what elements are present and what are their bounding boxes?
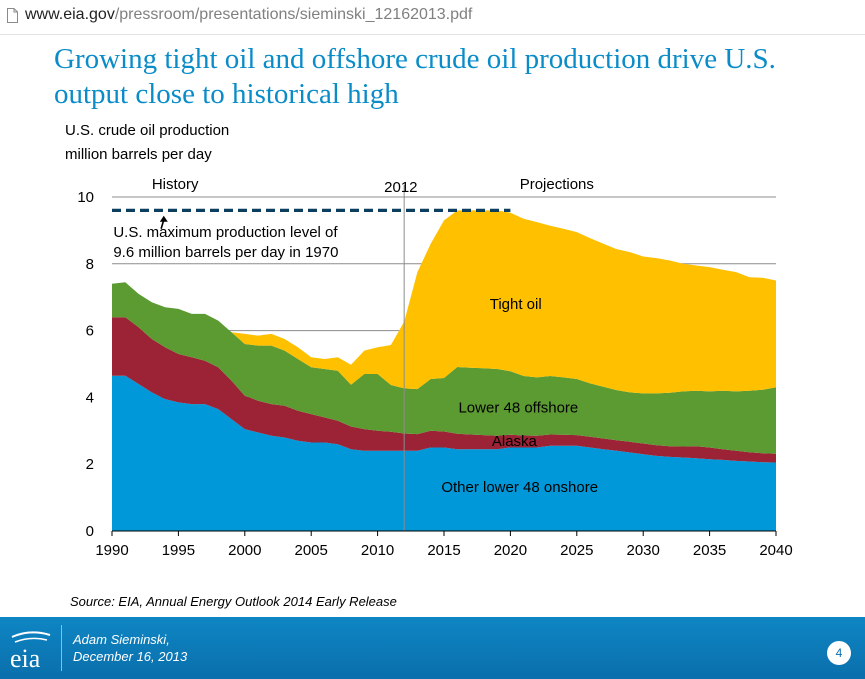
max-level-arrowhead	[159, 215, 168, 222]
area-layers	[112, 210, 776, 531]
series-label-other-lower-48-onshore: Other lower 48 onshore	[441, 479, 598, 496]
x-tick-label-2040: 2040	[759, 542, 792, 559]
series-label-alaska: Alaska	[492, 433, 538, 450]
x-tick-label-2015: 2015	[427, 542, 460, 559]
address-bar[interactable]: www.eia.gov/pressroom/presentations/siem…	[0, 0, 865, 35]
slide-footer: eia Adam Sieminski, December 16, 2013 4	[0, 617, 865, 679]
history-label: History	[152, 176, 199, 193]
divider-label: 2012	[384, 179, 417, 196]
logo-text: eia	[10, 644, 41, 671]
x-tick-label-2020: 2020	[494, 542, 527, 559]
x-tick-label-2010: 2010	[361, 542, 394, 559]
y-axis-title-line1: U.S. crude oil production	[65, 122, 230, 139]
axes: 0 2 4 6 8 10 1990 1995 2000 2005 2010 2015 2020 2025 2…	[77, 189, 792, 559]
chart-overlay: History 2012 Projections U.S. maximum produ…	[112, 176, 594, 531]
production-chart: History 2012 Projections U.S. maximum produ…	[77, 176, 792, 559]
url-text[interactable]: www.eia.gov/pressroom/presentations/siem…	[25, 6, 472, 24]
source-note: Source: EIA, Annual Energy Outlook 2014 …	[70, 594, 397, 609]
url-host: www.eia.gov	[25, 6, 115, 23]
eia-logo: eia	[10, 631, 51, 671]
x-tick-label-1990: 1990	[95, 542, 128, 559]
area-lower-48-offshore	[112, 282, 776, 454]
y-tick-label-10: 10	[77, 189, 94, 206]
x-tick-label-2005: 2005	[295, 542, 328, 559]
y-tick-label-0: 0	[86, 523, 94, 540]
projections-label: Projections	[520, 176, 594, 193]
page-number: 4	[827, 641, 851, 665]
author-date: December 16, 2013	[73, 649, 188, 664]
max-level-note-line2: 9.6 million barrels per day in 1970	[113, 244, 338, 261]
slide-title-line2: output close to historical high	[54, 78, 399, 110]
area-other-lower-48-onshore	[112, 375, 776, 531]
y-tick-label-4: 4	[86, 389, 94, 406]
x-tick-label-2030: 2030	[627, 542, 660, 559]
series-label-lower-48-offshore: Lower 48 offshore	[458, 399, 578, 416]
series-label-tight-oil: Tight oil	[490, 296, 542, 313]
y-tick-label-6: 6	[86, 323, 94, 340]
document-icon	[7, 8, 18, 23]
slide-title: Growing tight oil and offshore crude oil…	[54, 42, 834, 112]
x-tick-label-1995: 1995	[162, 542, 195, 559]
url-path: /pressroom/presentations/sieminski_12162…	[114, 6, 473, 23]
author-name: Adam Sieminski,	[73, 632, 170, 647]
area-tight-oil	[112, 210, 776, 394]
y-tick-label-2: 2	[86, 456, 94, 473]
footer-divider	[61, 625, 62, 671]
area-alaska	[112, 317, 776, 463]
x-tick-label-2025: 2025	[560, 542, 593, 559]
x-tick-label-2035: 2035	[693, 542, 726, 559]
presenter: Adam Sieminski, December 16, 2013	[73, 631, 187, 665]
slide-title-line1: Growing tight oil and offshore crude oil…	[54, 43, 776, 75]
y-axis-title-line2: million barrels per day	[65, 146, 212, 163]
x-tick-label-2000: 2000	[228, 542, 261, 559]
y-tick-label-8: 8	[86, 256, 94, 273]
max-level-note-line1: U.S. maximum production level of	[113, 224, 338, 241]
series-labels: Other lower 48 onshore Alaska Lower 48 off…	[441, 296, 598, 496]
